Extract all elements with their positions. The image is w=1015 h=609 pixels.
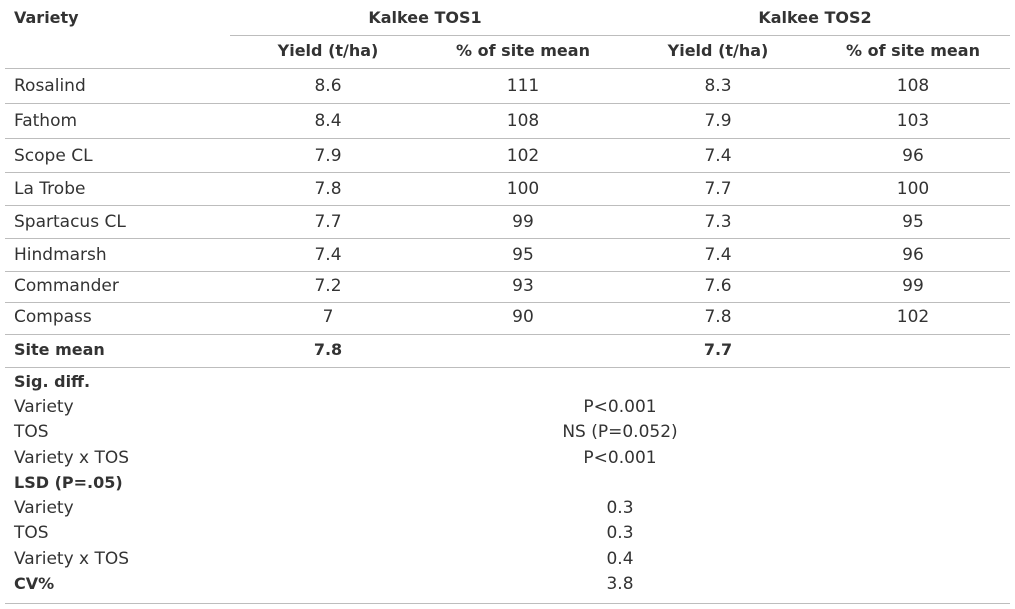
cell: 103 [896,111,930,131]
cell: 3.8 [606,573,634,594]
cell: 111 [506,76,540,96]
row-label: Hindmarsh [14,245,107,265]
cell: 7.4 [314,245,342,265]
row-label: Variety x TOS [14,548,130,569]
cell: 95 [902,212,924,232]
column-header: Yield (t/ha) [277,41,379,60]
row-label: Rosalind [14,76,86,96]
cell: 96 [902,146,924,166]
cell: 99 [512,212,534,232]
row-label: TOS [14,523,49,544]
rule [5,603,1010,604]
column-header: % of site mean [456,41,590,60]
group-header: Kalkee TOS2 [758,8,872,27]
header-cell: Variety [14,8,79,27]
row-label: Commander [14,276,119,296]
row-label: Variety [14,397,74,417]
row-label: CV% [14,573,55,593]
group-header: Kalkee TOS1 [368,8,482,27]
row-label: Variety [14,497,74,518]
cell: 8.4 [314,111,342,131]
rule [5,172,1010,173]
cell: 7.7 [703,340,733,359]
cell: 93 [512,276,534,296]
cell: 102 [506,146,540,166]
cell: NS (P=0.052) [562,422,678,443]
rule [230,35,1010,36]
cell: 100 [506,179,540,199]
section-title: LSD (P=.05) [14,472,123,492]
cell: 7.7 [314,212,342,232]
rule [5,271,1010,272]
rule [5,68,1010,69]
cell: 7.7 [704,179,732,199]
cell: P<0.001 [583,397,657,417]
cell: 7.9 [314,146,342,166]
rule [5,238,1010,239]
rule [5,302,1010,303]
cell: P<0.001 [583,447,657,468]
row-label: Site mean [14,340,105,359]
column-header: Yield (t/ha) [667,41,769,60]
cell: 0.3 [606,497,634,518]
cell: 7.4 [704,146,732,166]
rule [5,103,1010,104]
column-header: % of site mean [846,41,980,60]
row-label: Compass [14,307,92,327]
cell: 0.3 [606,523,634,544]
cell: 7.8 [313,340,343,359]
cell: 7.8 [314,179,342,199]
cell: 90 [512,307,534,327]
cell: 7.4 [704,245,732,265]
cell: 8.6 [314,76,342,96]
cell: 7.8 [704,307,732,327]
cell: 7.9 [704,111,732,131]
row-label: Variety x TOS [14,447,130,468]
cell: 7.2 [314,276,342,296]
cell: 108 [506,111,540,131]
cell: 102 [896,307,930,327]
section-title: Sig. diff. [14,372,91,391]
row-label: La Trobe [14,179,86,199]
cell: 108 [896,76,930,96]
rule [5,367,1010,368]
cell: 100 [896,179,930,199]
row-label: Fathom [14,111,78,131]
row-label: TOS [14,422,49,443]
cell: 99 [902,276,924,296]
cell: 95 [512,245,534,265]
cell: 96 [902,245,924,265]
cell: 7.3 [704,212,732,232]
rule [5,205,1010,206]
row-label: Spartacus CL [14,212,126,232]
rule [5,334,1010,335]
cell: 7.6 [704,276,732,296]
cell: 8.3 [704,76,732,96]
rule [5,138,1010,139]
row-label: Scope CL [14,146,93,166]
cell: 0.4 [606,548,634,569]
cell: 7 [322,307,334,327]
